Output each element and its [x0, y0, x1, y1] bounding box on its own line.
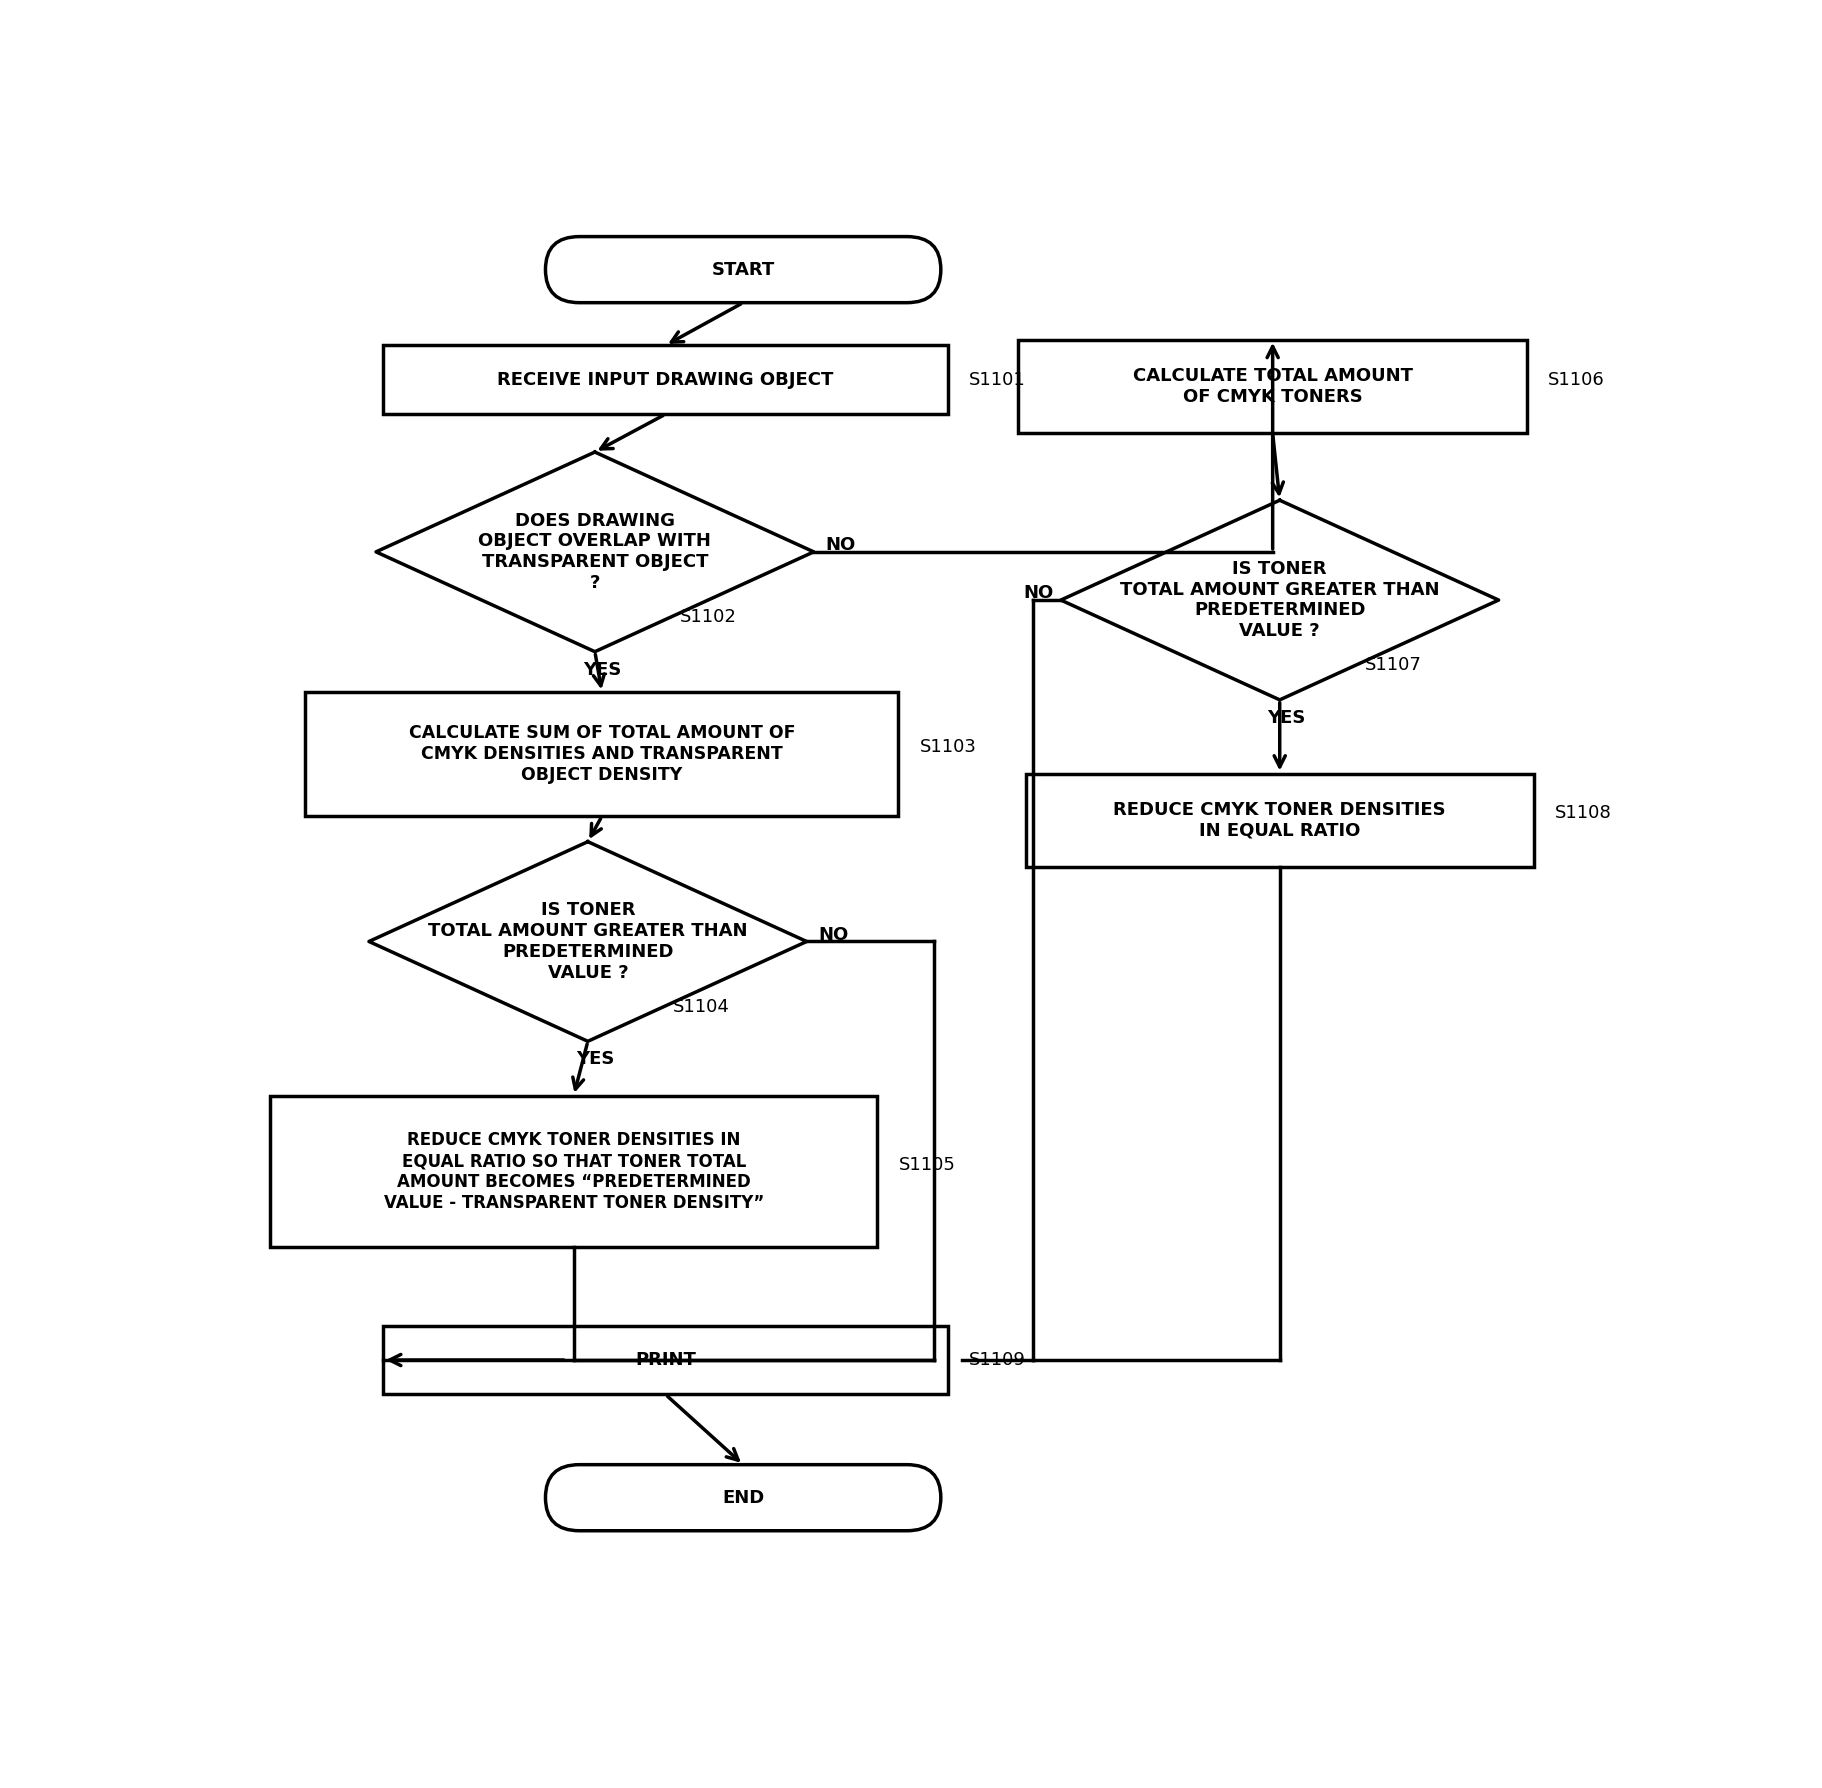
Text: YES: YES — [576, 1050, 614, 1067]
Text: END: END — [722, 1489, 763, 1507]
Polygon shape — [370, 842, 807, 1041]
Text: REDUCE CMYK TONER DENSITIES IN
EQUAL RATIO SO THAT TONER TOTAL
AMOUNT BECOMES “P: REDUCE CMYK TONER DENSITIES IN EQUAL RAT… — [383, 1132, 763, 1212]
Text: START: START — [712, 261, 774, 279]
Text: NO: NO — [818, 926, 849, 944]
Bar — [383, 345, 947, 415]
Text: IS TONER
TOTAL AMOUNT GREATER THAN
PREDETERMINED
VALUE ?: IS TONER TOTAL AMOUNT GREATER THAN PREDE… — [428, 901, 747, 982]
Text: YES: YES — [583, 660, 621, 679]
FancyBboxPatch shape — [545, 236, 940, 302]
Bar — [383, 1325, 947, 1395]
Text: NO: NO — [825, 536, 855, 554]
Text: S1101: S1101 — [969, 370, 1026, 388]
Text: REDUCE CMYK TONER DENSITIES
IN EQUAL RATIO: REDUCE CMYK TONER DENSITIES IN EQUAL RAT… — [1113, 801, 1447, 840]
Text: S1108: S1108 — [1556, 805, 1612, 822]
Text: DOES DRAWING
OBJECT OVERLAP WITH
TRANSPARENT OBJECT
?: DOES DRAWING OBJECT OVERLAP WITH TRANSPA… — [479, 511, 711, 592]
Text: CALCULATE TOTAL AMOUNT
OF CMYK TONERS: CALCULATE TOTAL AMOUNT OF CMYK TONERS — [1133, 367, 1412, 406]
Polygon shape — [375, 452, 814, 651]
Bar — [1026, 774, 1534, 867]
Bar — [306, 692, 898, 815]
Text: S1107: S1107 — [1365, 656, 1421, 674]
Text: CALCULATE SUM OF TOTAL AMOUNT OF
CMYK DENSITIES AND TRANSPARENT
OBJECT DENSITY: CALCULATE SUM OF TOTAL AMOUNT OF CMYK DE… — [408, 724, 794, 785]
Bar — [270, 1096, 878, 1248]
Text: S1106: S1106 — [1549, 370, 1605, 388]
Text: IS TONER
TOTAL AMOUNT GREATER THAN
PREDETERMINED
VALUE ?: IS TONER TOTAL AMOUNT GREATER THAN PREDE… — [1121, 560, 1439, 640]
Bar — [1018, 340, 1527, 433]
Text: S1104: S1104 — [672, 998, 729, 1016]
Text: S1105: S1105 — [898, 1155, 955, 1173]
Text: S1103: S1103 — [920, 738, 977, 756]
FancyBboxPatch shape — [545, 1464, 940, 1531]
Text: NO: NO — [1024, 585, 1053, 603]
Text: YES: YES — [1268, 708, 1306, 726]
Text: PRINT: PRINT — [636, 1352, 696, 1370]
Text: RECEIVE INPUT DRAWING OBJECT: RECEIVE INPUT DRAWING OBJECT — [497, 370, 834, 388]
Text: S1109: S1109 — [969, 1352, 1026, 1370]
Text: S1102: S1102 — [680, 608, 736, 626]
Polygon shape — [1060, 501, 1498, 699]
